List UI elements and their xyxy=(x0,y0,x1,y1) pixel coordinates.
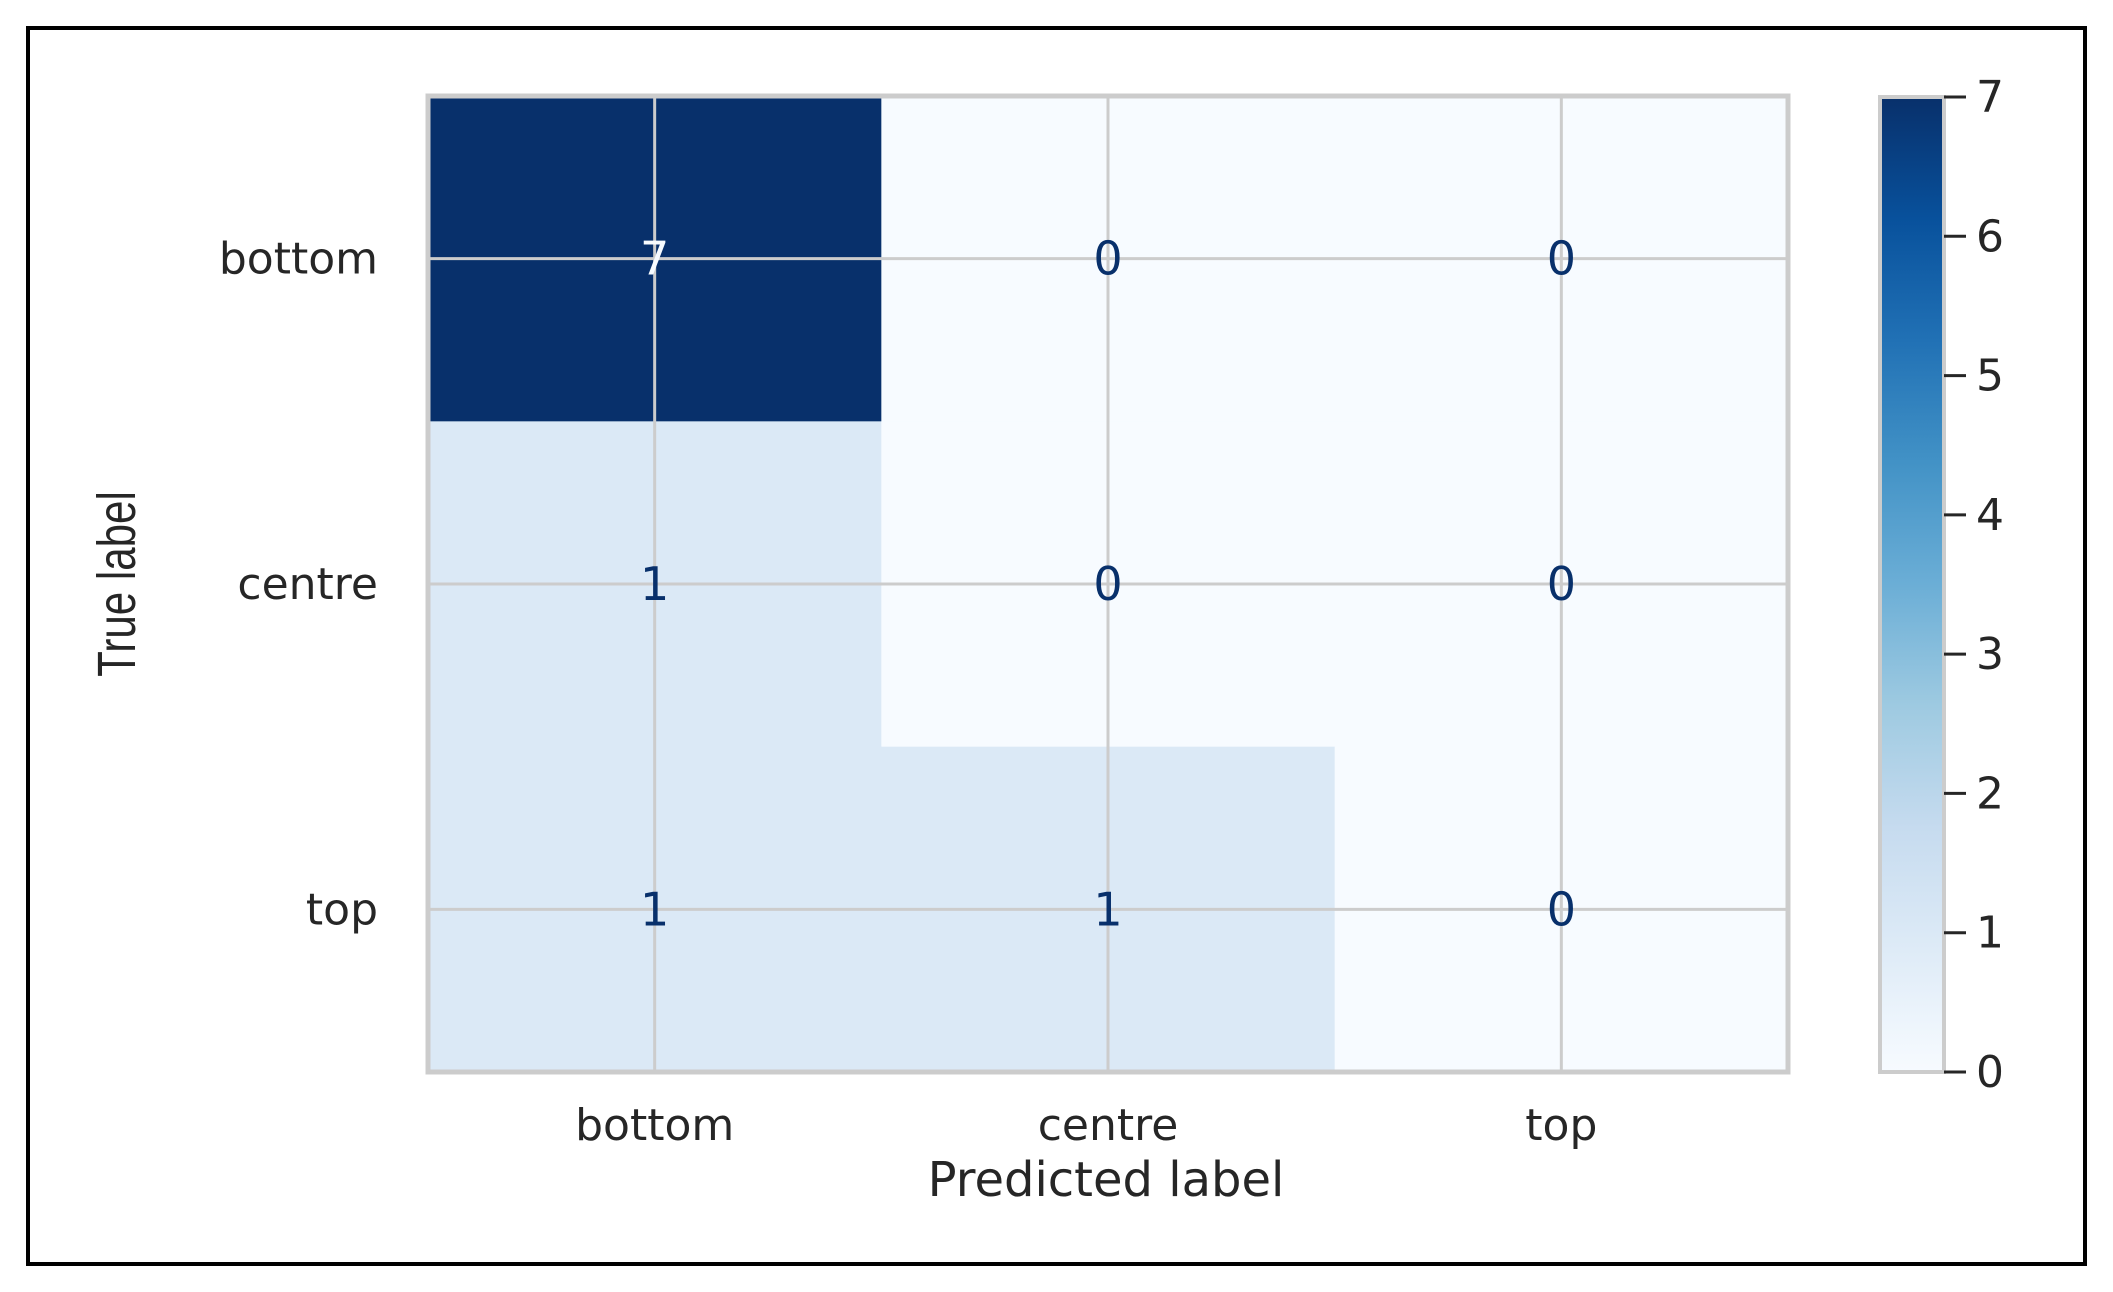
colorbar-tick-label: 6 xyxy=(1976,211,2004,262)
cell-value-label: 0 xyxy=(1547,882,1576,936)
y-tick-label: bottom xyxy=(219,234,378,285)
plot-border xyxy=(425,93,1791,1075)
x-axis-title: Predicted label xyxy=(928,1152,1285,1208)
colorbar-tick-label: 3 xyxy=(1976,629,2004,680)
colorbar-gradient xyxy=(1878,95,1946,1074)
colorbar-tick-label: 7 xyxy=(1976,72,2004,123)
y-tick-label: top xyxy=(306,884,378,935)
grid-lines xyxy=(428,96,1788,1072)
cell-value-label: 0 xyxy=(1547,557,1576,611)
y-axis-title: True label xyxy=(87,491,147,677)
y-tick-label: centre xyxy=(237,559,378,610)
cell-value-labels: 7 0 0 1 0 0 1 1 0 xyxy=(640,232,1576,937)
cell-value-label: 0 xyxy=(1547,232,1576,286)
colorbar-tick-label: 2 xyxy=(1976,768,2004,819)
y-tick-labels: bottom centre top xyxy=(219,234,378,936)
colorbar-ticks: 0 1 2 3 4 5 6 7 xyxy=(1944,72,2004,1098)
cell-value-label: 1 xyxy=(640,882,669,936)
x-tick-label: centre xyxy=(1038,1100,1179,1151)
colorbar-tick-label: 5 xyxy=(1976,351,2004,402)
cell-value-label: 0 xyxy=(1093,232,1122,286)
cell-value-label: 1 xyxy=(640,557,669,611)
x-tick-labels: bottom centre top xyxy=(575,1100,1597,1151)
x-tick-label: bottom xyxy=(575,1100,734,1151)
colorbar-tick-label: 0 xyxy=(1976,1047,2004,1098)
cell-value-label: 0 xyxy=(1093,557,1122,611)
cell-value-label: 7 xyxy=(640,232,669,286)
colorbar-tick-label: 4 xyxy=(1976,490,2004,541)
cell-value-label: 1 xyxy=(1093,882,1122,936)
colorbar: 0 1 2 3 4 5 6 7 xyxy=(1878,72,2004,1098)
x-tick-label: top xyxy=(1525,1100,1597,1151)
colorbar-tick-label: 1 xyxy=(1976,908,2004,959)
